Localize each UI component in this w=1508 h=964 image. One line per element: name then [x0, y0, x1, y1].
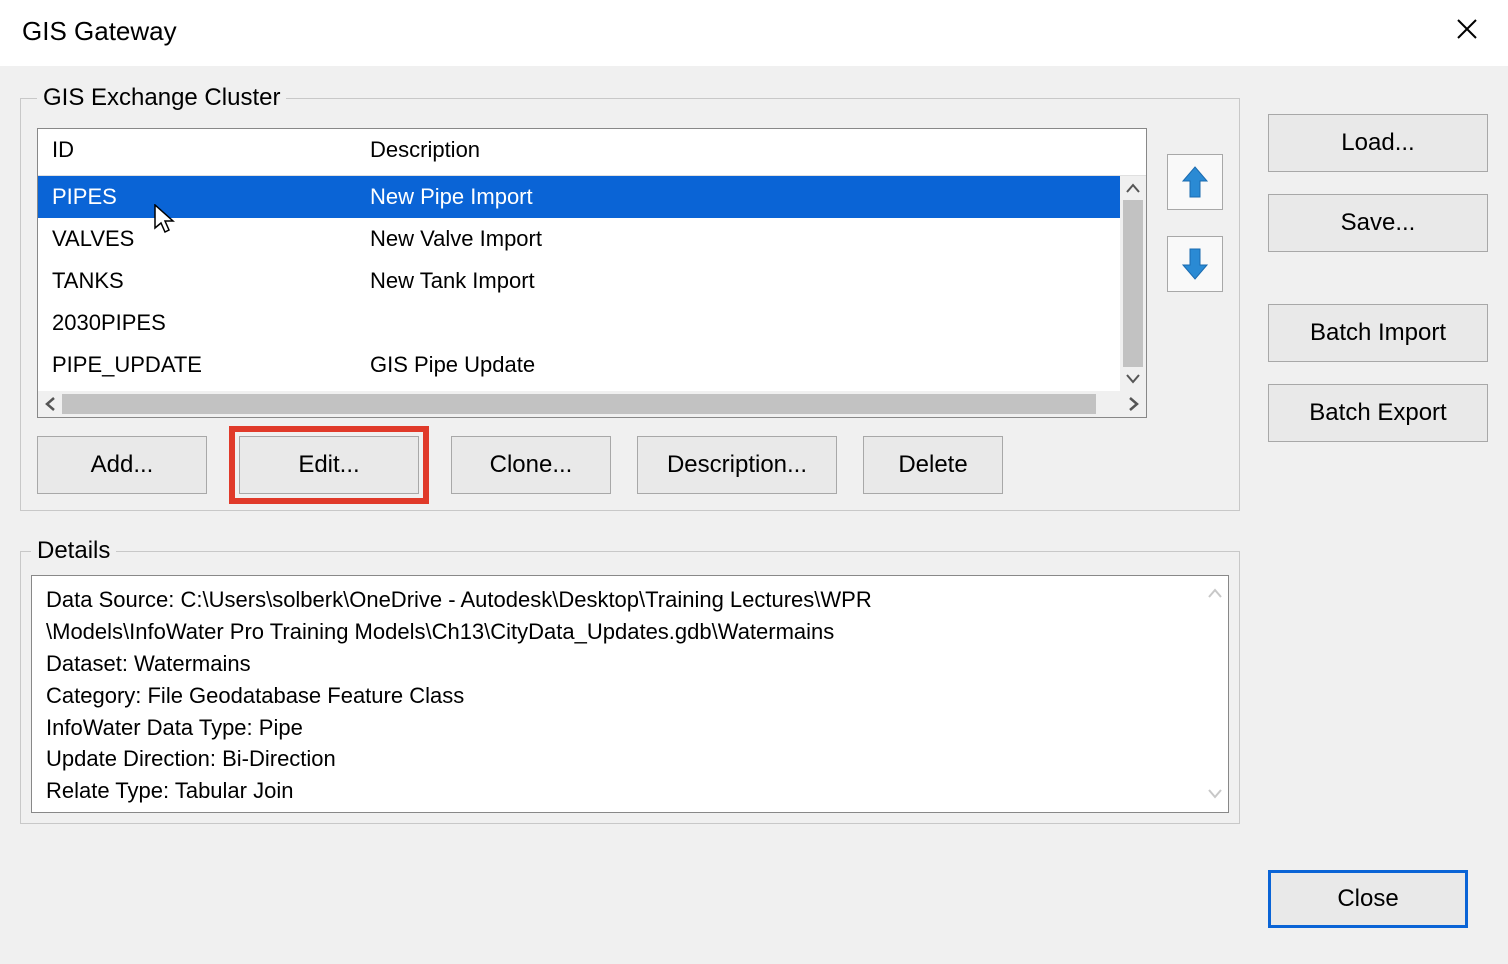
scroll-up-icon[interactable]	[1120, 176, 1146, 200]
add-button[interactable]: Add...	[37, 436, 207, 494]
dialog-body: GIS Exchange Cluster ID Description PIPE…	[0, 66, 1508, 964]
move-down-button[interactable]	[1167, 236, 1223, 292]
scroll-right-icon[interactable]	[1122, 391, 1146, 417]
details-legend: Details	[31, 537, 116, 565]
edit-button[interactable]: Edit...	[239, 436, 419, 494]
cell-description: GIS Pipe Update	[368, 352, 1146, 378]
details-fieldset: Details Data Source: C:\Users\solberk\On…	[20, 537, 1240, 824]
cell-id: VALVES	[38, 226, 368, 252]
cluster-fieldset: GIS Exchange Cluster ID Description PIPE…	[20, 84, 1240, 511]
delete-button[interactable]: Delete	[863, 436, 1003, 494]
titlebar: GIS Gateway	[0, 0, 1508, 66]
table-row[interactable]: PIPE_UPDATE GIS Pipe Update	[38, 344, 1146, 386]
grid-header-row: ID Description	[38, 129, 1146, 176]
cell-description: New Tank Import	[368, 268, 1146, 294]
cell-id: 2030PIPES	[38, 310, 368, 336]
details-line: InfoWater Data Type: Pipe	[46, 712, 1214, 744]
arrow-down-icon	[1181, 247, 1209, 281]
horizontal-scrollbar[interactable]	[38, 391, 1146, 417]
details-scrollbar[interactable]	[1202, 576, 1228, 812]
right-bottom-buttons: Close	[1268, 870, 1488, 950]
scroll-thumb[interactable]	[1123, 200, 1143, 367]
batch-import-button[interactable]: Batch Import	[1268, 304, 1488, 362]
load-button[interactable]: Load...	[1268, 114, 1488, 172]
cell-id: TANKS	[38, 268, 368, 294]
cluster-grid[interactable]: ID Description PIPES New Pipe Import	[37, 128, 1147, 418]
details-line: \Models\InfoWater Pro Training Models\Ch…	[46, 616, 1214, 648]
cluster-legend: GIS Exchange Cluster	[37, 84, 286, 112]
gis-gateway-window: GIS Gateway GIS Exchange Cluster ID Desc…	[0, 0, 1508, 964]
details-line: Data Source: C:\Users\solberk\OneDrive -…	[46, 584, 1214, 616]
reorder-buttons	[1167, 128, 1223, 292]
table-row[interactable]: 2030PIPES	[38, 302, 1146, 344]
batch-export-button[interactable]: Batch Export	[1268, 384, 1488, 442]
table-row[interactable]: PIPES New Pipe Import	[38, 176, 1146, 218]
scroll-left-icon[interactable]	[38, 391, 62, 417]
details-textarea[interactable]: Data Source: C:\Users\solberk\OneDrive -…	[31, 575, 1229, 813]
description-button[interactable]: Description...	[637, 436, 837, 494]
table-row[interactable]: VALVES New Valve Import	[38, 218, 1146, 260]
save-button[interactable]: Save...	[1268, 194, 1488, 252]
details-line: Category: File Geodatabase Feature Class	[46, 680, 1214, 712]
cluster-inner: ID Description PIPES New Pipe Import	[37, 128, 1223, 418]
clone-button[interactable]: Clone...	[451, 436, 611, 494]
table-row[interactable]: TANKS New Tank Import	[38, 260, 1146, 302]
close-button[interactable]: Close	[1268, 870, 1468, 928]
edit-highlight: Edit...	[229, 426, 429, 504]
scroll-down-icon[interactable]	[1208, 777, 1222, 812]
cell-description: New Valve Import	[368, 226, 1146, 252]
right-top-buttons: Load... Save... Batch Import Batch Expor…	[1268, 84, 1488, 442]
cluster-actions: Add... Edit... Clone... Description... D…	[37, 436, 1223, 494]
scroll-down-icon[interactable]	[1120, 367, 1146, 391]
scroll-up-icon[interactable]	[1208, 576, 1222, 611]
details-line: Dataset: Watermains	[46, 648, 1214, 680]
grid-body: PIPES New Pipe Import VALVES New Valve I…	[38, 176, 1146, 391]
details-line: Relate Type: Tabular Join	[46, 775, 1214, 807]
details-line: Update Direction: Bi-Direction	[46, 743, 1214, 775]
window-title: GIS Gateway	[22, 16, 177, 47]
scroll-track[interactable]	[62, 394, 1096, 414]
cell-description: New Pipe Import	[368, 184, 1146, 210]
close-icon[interactable]	[1448, 12, 1486, 50]
move-up-button[interactable]	[1167, 154, 1223, 210]
header-id[interactable]: ID	[38, 137, 368, 163]
cell-id: PIPE_UPDATE	[38, 352, 368, 378]
right-column: Load... Save... Batch Import Batch Expor…	[1268, 84, 1488, 950]
cell-id: PIPES	[38, 184, 368, 210]
vertical-scrollbar[interactable]	[1120, 176, 1146, 391]
header-description[interactable]: Description	[368, 137, 1146, 163]
arrow-up-icon	[1181, 165, 1209, 199]
left-column: GIS Exchange Cluster ID Description PIPE…	[20, 84, 1240, 950]
